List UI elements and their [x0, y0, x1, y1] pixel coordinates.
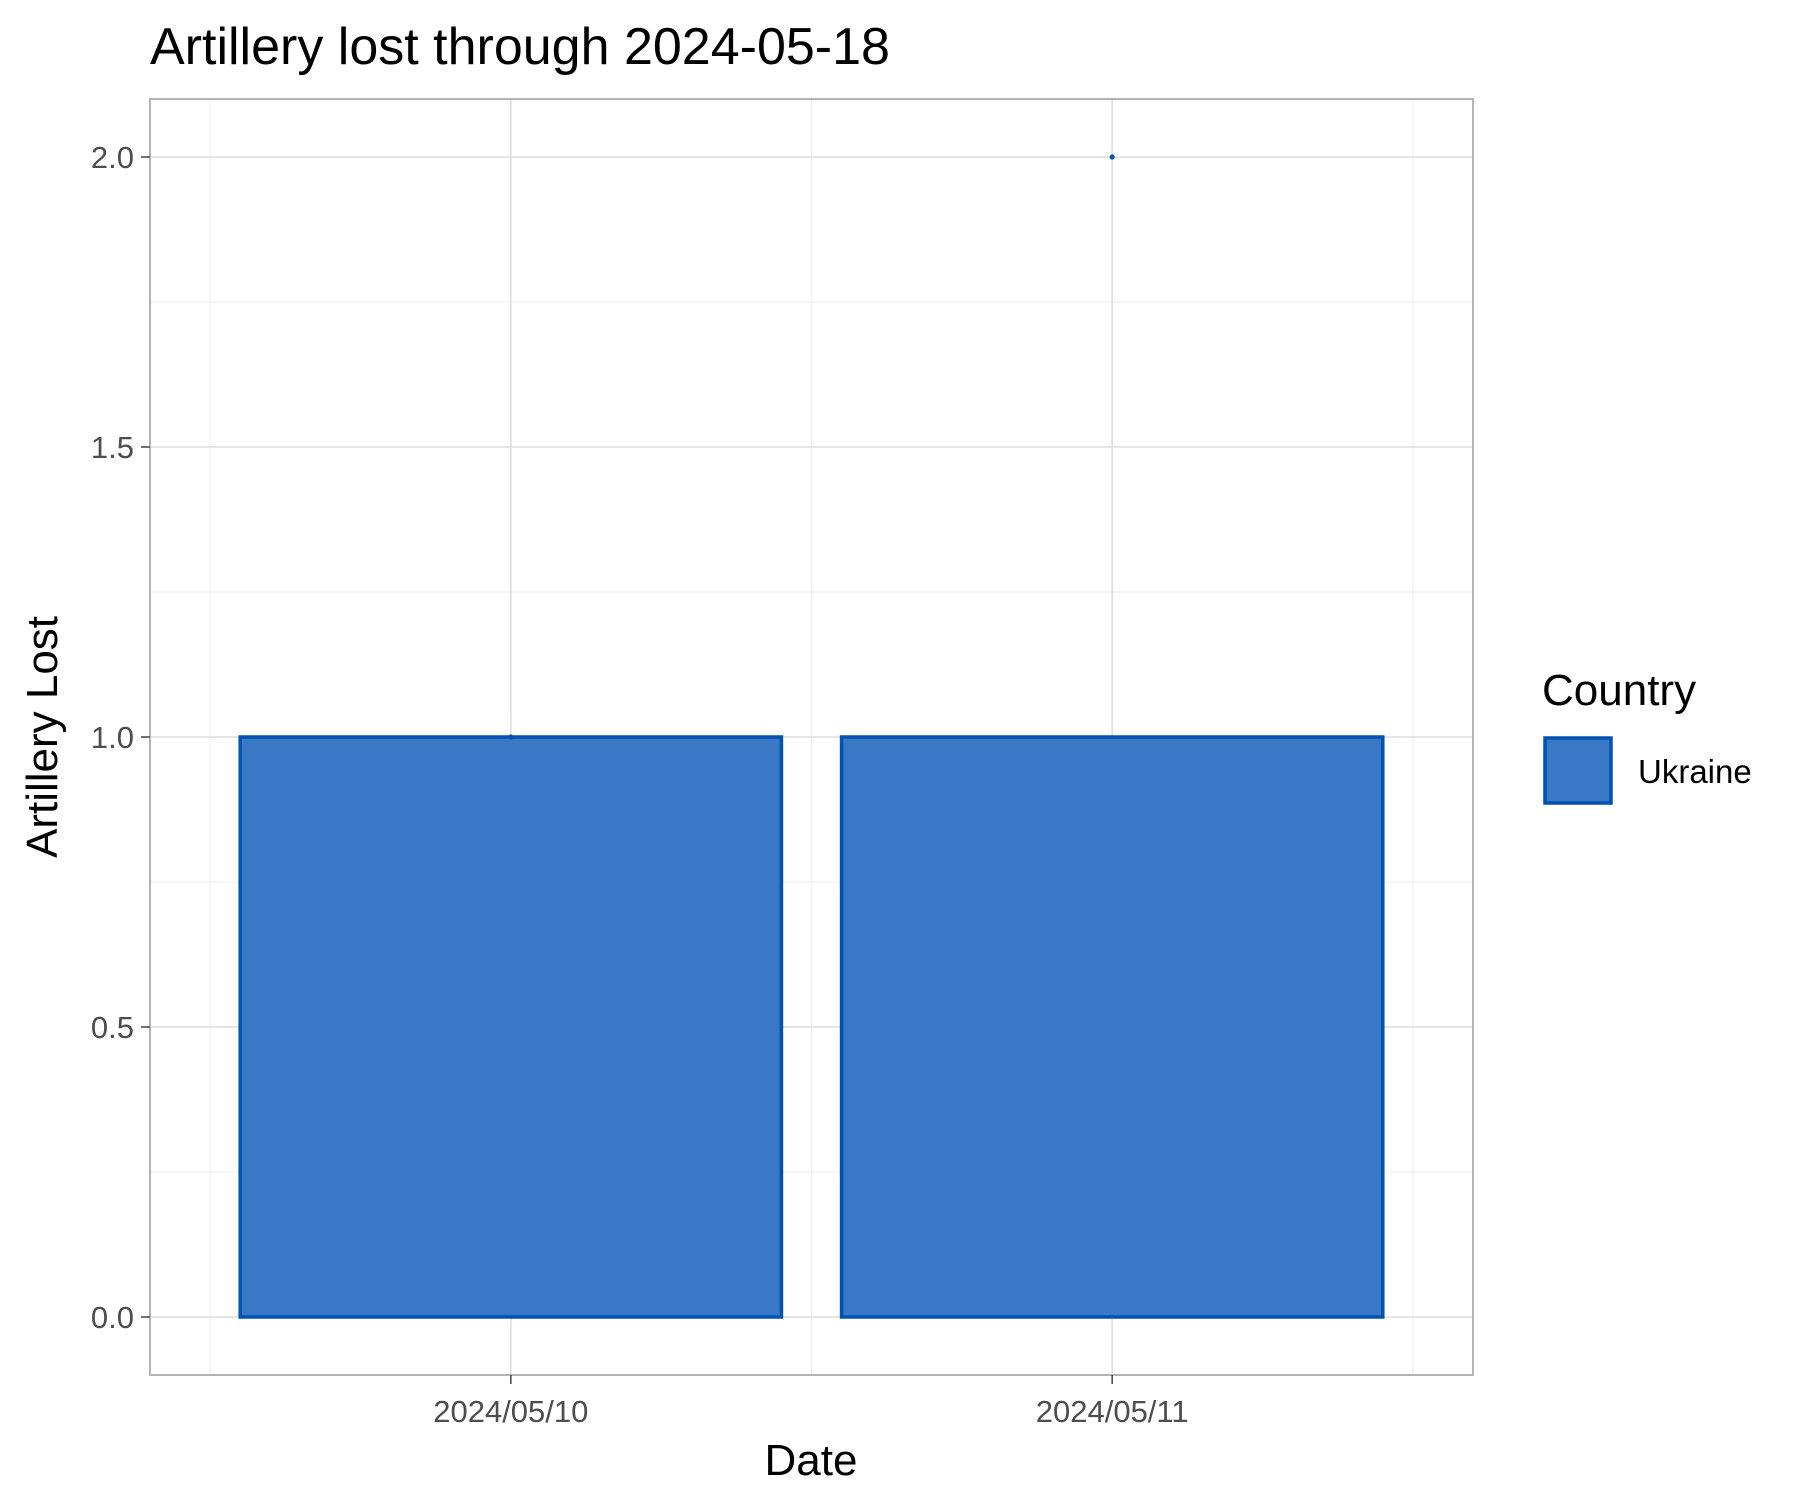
point-2024/05/10	[508, 734, 514, 740]
legend-title: Country	[1542, 666, 1696, 715]
bar-2024/05/11	[839, 735, 1385, 1319]
legend-swatch-ukraine	[1543, 736, 1613, 805]
y-axis-title: Artillery Lost	[18, 616, 67, 858]
points	[508, 154, 1115, 740]
legend: Country Ukraine	[1542, 666, 1752, 805]
chart-title: Artillery lost through 2024-05-18	[150, 18, 890, 76]
bars	[238, 735, 1385, 1319]
y-tick-label: 0.5	[91, 1010, 134, 1045]
legend-label-ukraine: Ukraine	[1638, 753, 1752, 790]
y-tick-label: 1.5	[91, 430, 134, 465]
x-axis: 2024/05/10 2024/05/11	[433, 1375, 1189, 1429]
y-axis: 0.0 0.5 1.0 1.5 2.0	[91, 140, 150, 1335]
x-tick-label: 2024/05/11	[1036, 1394, 1189, 1429]
y-tick-label: 1.0	[91, 720, 134, 755]
x-tick-label: 2024/05/10	[433, 1394, 588, 1429]
y-tick-label: 0.0	[91, 1300, 134, 1335]
y-tick-label: 2.0	[91, 140, 134, 175]
bar-2024/05/10	[238, 735, 784, 1319]
point-2024/05/11	[1109, 154, 1115, 160]
x-axis-title: Date	[765, 1436, 858, 1485]
